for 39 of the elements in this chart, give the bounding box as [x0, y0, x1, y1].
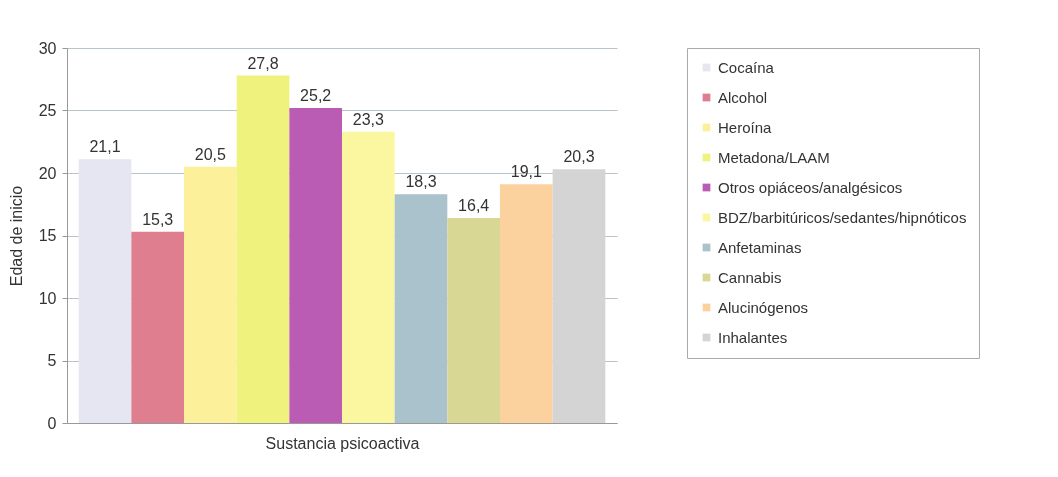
y-tick-label: 30 [38, 39, 57, 57]
data-label: 16,4 [458, 197, 490, 214]
bar [131, 231, 185, 423]
data-label: 18,3 [405, 173, 437, 191]
x-axis-title: Sustancia psicoactiva [265, 434, 420, 452]
bar [78, 159, 132, 423]
legend-label: Anfetaminas [718, 238, 802, 256]
legend-label: BDZ/barbitúricos/sedantes/hipnóticos [718, 208, 967, 226]
y-tick-label: 0 [47, 414, 57, 432]
legend-label: Metadona/LAAM [718, 148, 830, 166]
legend-label: Alcohol [718, 88, 768, 106]
legend-label: Otros opiáceos/analgésicos [718, 178, 903, 196]
data-label: 19,1 [510, 163, 542, 181]
data-label: 21,1 [89, 138, 121, 156]
legend-label: Alucinógenos [718, 298, 809, 316]
data-label: 25,2 [300, 87, 332, 104]
data-label: 20,5 [194, 145, 227, 163]
y-tick-label: 10 [38, 289, 57, 307]
bar [184, 166, 237, 423]
data-label: 20,3 [563, 148, 595, 166]
data-label: 15,3 [142, 210, 174, 228]
bar [447, 218, 500, 423]
y-tick-label: 15 [38, 227, 57, 244]
y-axis-title: Edad de inicio [7, 185, 25, 287]
bar [236, 75, 290, 423]
bar [552, 169, 606, 423]
legend-label: Cocaína [718, 58, 775, 76]
legend-label: Cannabis [718, 268, 782, 286]
y-tick-label: 25 [38, 102, 57, 119]
bar [342, 131, 395, 423]
y-tick-label: 20 [38, 164, 57, 182]
data-label: 23,3 [352, 110, 384, 128]
legend-label: Heroína [718, 118, 773, 136]
legend-label: Inhalantes [718, 328, 788, 346]
y-tick-label: 5 [47, 352, 57, 369]
bar [289, 108, 342, 423]
data-label: 27,8 [247, 54, 279, 72]
bar [499, 184, 553, 423]
bar [394, 194, 448, 423]
